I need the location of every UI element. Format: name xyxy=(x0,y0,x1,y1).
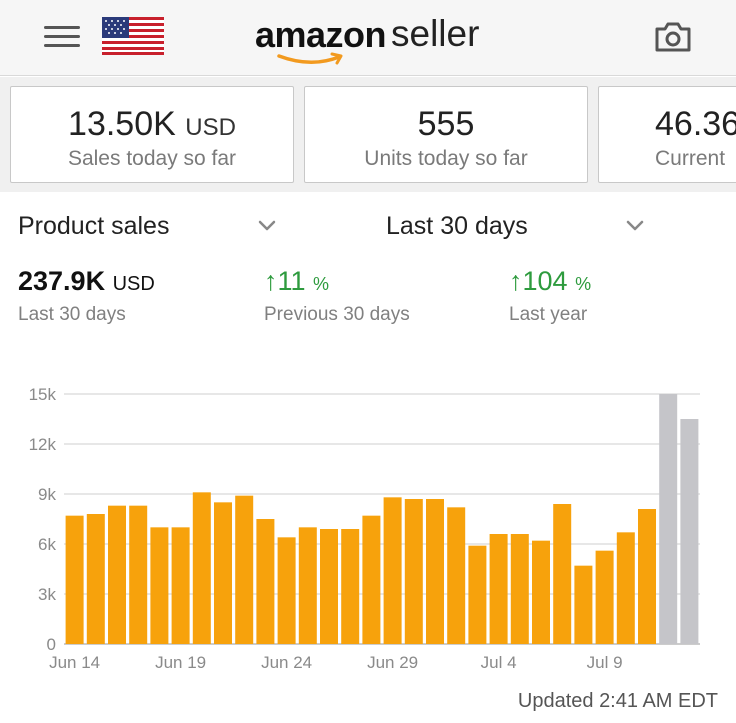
units-today-label: Units today so far xyxy=(364,147,528,170)
chart-bar xyxy=(553,504,572,644)
chart-bar xyxy=(468,545,487,644)
chart-bar xyxy=(574,565,593,644)
chart-bar xyxy=(235,495,254,644)
chart-bar xyxy=(447,507,466,644)
previous-period-change: ↑11 % xyxy=(264,266,330,296)
y-tick-label: 12k xyxy=(29,435,57,454)
amazon-smile-icon xyxy=(277,52,343,65)
chart-bar xyxy=(638,509,656,644)
chart-bar xyxy=(616,532,635,644)
last-year-change: ↑104 % xyxy=(509,266,592,296)
total-sales-label: Last 30 days xyxy=(18,304,126,325)
chart-bar xyxy=(192,492,211,644)
chart-bar xyxy=(256,519,275,644)
y-tick-label: 0 xyxy=(47,635,56,654)
current-value: 46.36 xyxy=(655,105,736,143)
y-tick-label: 6k xyxy=(38,535,56,554)
hamburger-menu-icon[interactable] xyxy=(44,24,80,50)
x-tick-label: Jun 29 xyxy=(367,653,418,672)
chart-bar xyxy=(214,502,232,644)
sales-today-label: Sales today so far xyxy=(67,147,237,170)
sales-today-value: 13.50K USD xyxy=(68,105,236,143)
chart-bar xyxy=(404,499,423,644)
metric-dropdown[interactable]: Product sales xyxy=(18,212,170,240)
chart-bar xyxy=(129,505,148,644)
range-chevron-down-icon[interactable] xyxy=(626,219,644,233)
metric-chevron-down-icon[interactable] xyxy=(258,219,276,233)
y-tick-label: 9k xyxy=(38,485,56,504)
chart-bar xyxy=(510,534,529,644)
amazon-seller-logo: amazon seller xyxy=(255,10,495,66)
logo-word-seller: seller xyxy=(391,13,480,54)
x-tick-label: Jun 19 xyxy=(155,653,206,672)
chart-bar xyxy=(65,515,84,644)
last-year-label: Last year xyxy=(509,304,588,325)
chart-bar xyxy=(680,419,699,644)
total-sales-value: 237.9K USD xyxy=(18,266,155,296)
chart-bar xyxy=(108,505,126,644)
units-today-value: 555 xyxy=(417,105,475,143)
current-label: Current xyxy=(655,147,726,170)
chart-bar xyxy=(320,529,338,644)
y-tick-label: 15k xyxy=(29,385,57,404)
total-sales-stat: 237.9K USD Last 30 days xyxy=(18,266,155,326)
summary-cards-strip: 13.50K USD Sales today so far 555 Units … xyxy=(0,77,736,192)
sales-today-card[interactable]: 13.50K USD Sales today so far xyxy=(10,86,294,183)
chart-bar xyxy=(86,514,105,644)
total-sales-unit: USD xyxy=(112,273,155,295)
logo-word-amazon: amazon xyxy=(255,14,387,55)
up-arrow-icon: ↑ xyxy=(509,266,523,296)
last-updated-text: Updated 2:41 AM EDT xyxy=(517,690,718,712)
x-tick-label: Jun 14 xyxy=(49,653,100,672)
chart-bar xyxy=(489,534,508,644)
chart-bar xyxy=(426,499,444,644)
x-tick-label: Jun 24 xyxy=(261,653,312,672)
previous-period-stat: ↑11 % Previous 30 days xyxy=(264,266,410,326)
chart-bar xyxy=(595,550,614,644)
y-tick-label: 3k xyxy=(38,585,56,604)
chart-bar xyxy=(298,527,317,644)
chart-bar xyxy=(532,540,550,644)
product-sales-bar-chart: 0 3k 6k 9k 12k 15k Jun 14 Jun 19 Jun 24 Jun 29 Jul… xyxy=(29,385,700,672)
chart-bar xyxy=(659,394,678,644)
chart-bar xyxy=(341,529,360,644)
previous-period-label: Previous 30 days xyxy=(264,304,410,325)
current-card[interactable]: 46.36 Current xyxy=(598,86,736,183)
camera-icon[interactable] xyxy=(654,20,692,54)
chart-bar xyxy=(171,527,190,644)
up-arrow-icon: ↑ xyxy=(264,266,278,296)
us-flag-icon[interactable] xyxy=(102,17,164,55)
sales-today-unit: USD xyxy=(185,114,236,141)
x-tick-label: Jul 9 xyxy=(587,653,623,672)
last-year-stat: ↑104 % Last year xyxy=(509,266,591,326)
x-tick-label: Jul 4 xyxy=(481,653,517,672)
chart-bar xyxy=(150,527,169,644)
units-today-card[interactable]: 555 Units today so far xyxy=(304,86,588,183)
app-header: amazon seller xyxy=(0,0,736,76)
chart-bar xyxy=(383,497,402,644)
chart-bar xyxy=(277,537,296,644)
chart-bar xyxy=(362,515,381,644)
range-dropdown[interactable]: Last 30 days xyxy=(386,212,528,240)
